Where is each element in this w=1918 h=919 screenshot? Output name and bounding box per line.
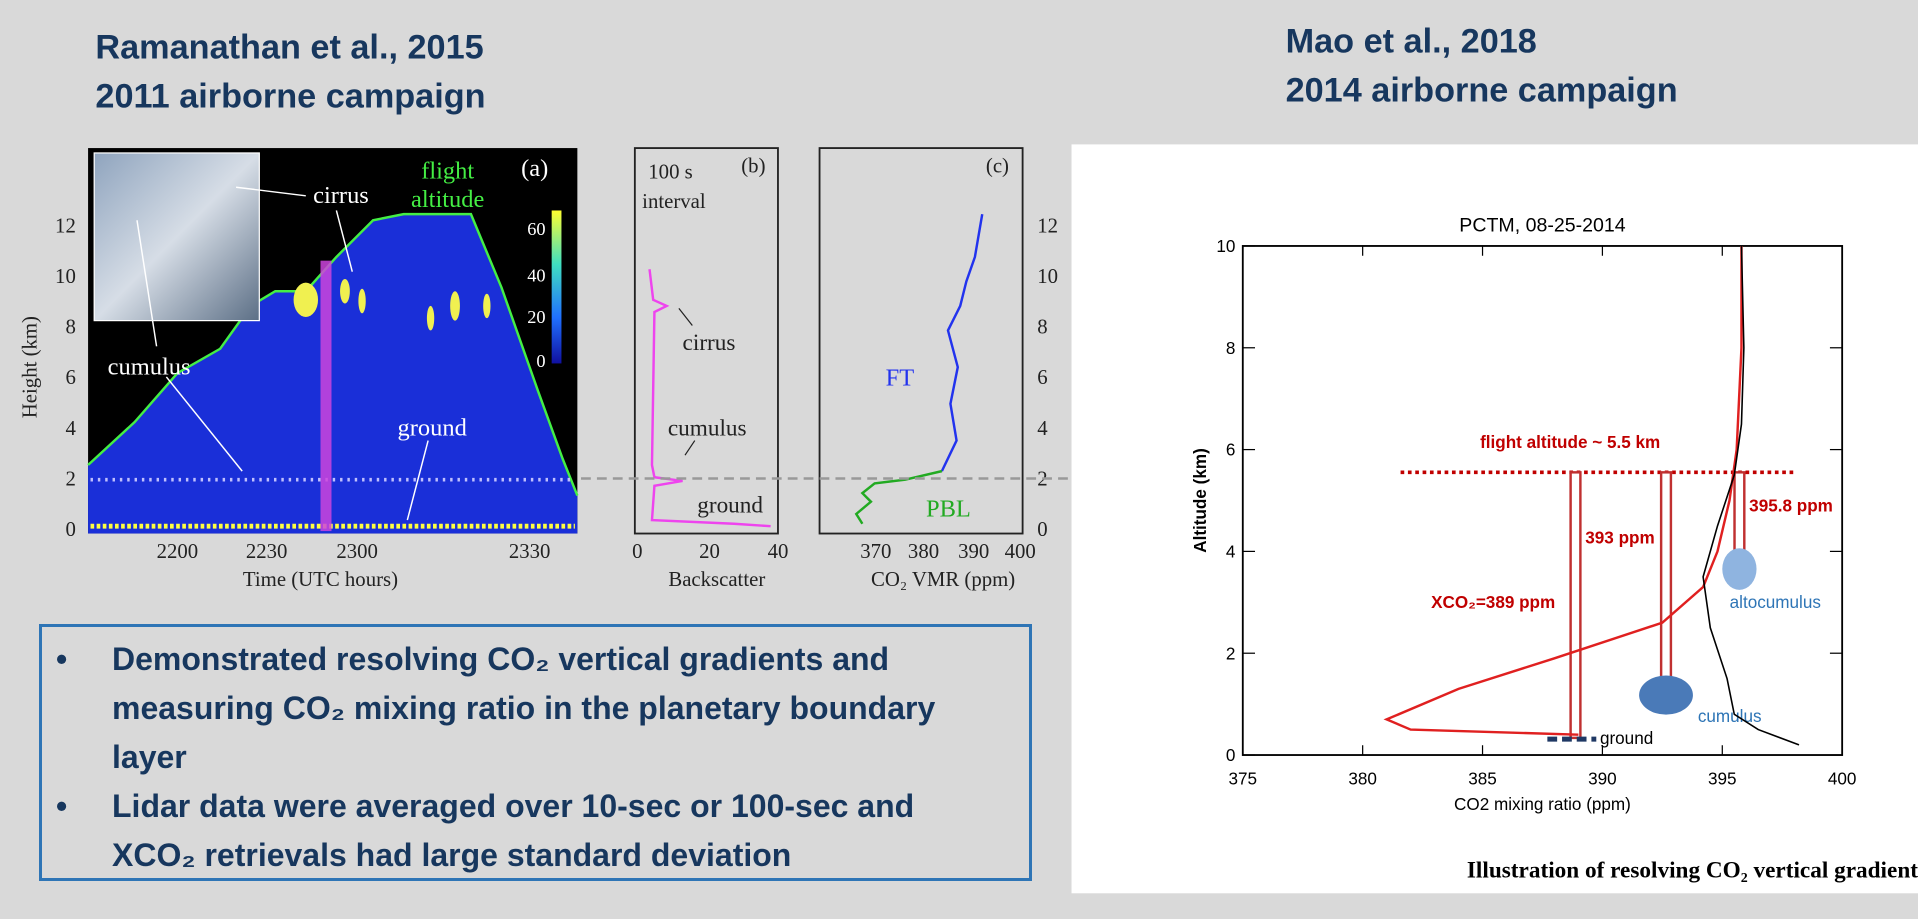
bullet: Demonstrated resolving CO₂ vertical grad… [112, 635, 989, 782]
panel-label: (c) [986, 155, 1009, 178]
x-axis-label: CO2 mixing ratio (ppm) [1454, 795, 1631, 814]
y-tick-label: 12 [1037, 214, 1058, 237]
annotation: 100 s [648, 161, 692, 184]
annotation: cumulus [668, 416, 747, 442]
left-title: 2011 airborne campaign [95, 78, 485, 116]
annotation: ground [1600, 729, 1653, 748]
annotation: FT [886, 364, 915, 391]
panel-label: (b) [741, 155, 765, 178]
annotation: altitude [411, 186, 484, 213]
y-tick-label: 2 [65, 467, 75, 490]
annotation: ground [398, 415, 467, 442]
y-tick-label: 6 [1037, 366, 1047, 389]
annotation: flight altitude ~ 5.5 km [1480, 433, 1660, 452]
panel-label: (a) [521, 155, 548, 182]
colorbar-tick: 40 [527, 265, 545, 285]
backscatter-profile [650, 269, 771, 526]
x-tick-label: 395 [1708, 769, 1737, 788]
xco2-column [1571, 472, 1581, 738]
x-tick-label: 380 [908, 540, 939, 563]
x-tick-label: 390 [958, 540, 989, 563]
y-tick-label: 4 [1226, 543, 1236, 562]
annotation: cumulus [1698, 707, 1762, 726]
x-tick-label: 390 [1588, 769, 1617, 788]
y-axis-label: Height (km) [19, 316, 42, 418]
panel-a: flight altitude (a) cirrus cumulus groun… [19, 148, 1104, 591]
y-tick-label: 4 [1037, 417, 1048, 440]
bullet: Lidar data were averaged over 10-sec or … [112, 782, 989, 880]
annotation: cumulus [108, 353, 191, 380]
right-title: Mao et al., 2018 [1286, 23, 1537, 61]
x-tick-label: 385 [1468, 769, 1497, 788]
annotation: 395.8 ppm [1749, 497, 1833, 516]
x-tick-label: 375 [1229, 769, 1258, 788]
left-title: Ramanathan et al., 2015 [95, 29, 483, 67]
cloud [1722, 548, 1756, 590]
panel-b: 100 s interval (b) cirrus cumulus ground… [632, 148, 788, 591]
annotation: XCO₂=389 ppm [1431, 593, 1555, 612]
colorbar-tick: 20 [527, 307, 545, 327]
x-axis-label: CO₂ VMR (ppm) [871, 568, 1015, 591]
y-tick-label: 4 [65, 417, 76, 440]
highlight-bar [320, 261, 331, 531]
x-tick-label: 2200 [157, 540, 199, 563]
annotation: flight [421, 158, 474, 185]
chart-title: PCTM, 08-25-2014 [1459, 214, 1625, 236]
xco2-column [1661, 472, 1671, 679]
colorbar [552, 210, 562, 363]
x-tick-label: 0 [632, 540, 642, 563]
y-tick-label: 0 [1037, 518, 1047, 541]
y-tick-label: 6 [1226, 441, 1236, 460]
right-title: 2014 airborne campaign [1286, 72, 1678, 110]
y-tick-label: 0 [1226, 746, 1236, 765]
x-tick-label: 400 [1005, 540, 1036, 563]
y-tick-label: 0 [65, 518, 75, 541]
x-tick-label: 2230 [246, 540, 288, 563]
y-tick-label: 12 [55, 214, 76, 237]
annotation: 393 ppm [1585, 528, 1654, 547]
annotation: ground [697, 493, 763, 519]
y-axis-label: Altitude (km) [1191, 448, 1210, 553]
panel-c: (c) FT PBL 370 380 390 400 CO₂ VMR (ppm) [820, 148, 1036, 591]
x-axis-label: Backscatter [668, 568, 765, 591]
y-tick-label: 2 [1226, 644, 1236, 663]
x-axis-label: Time (UTC hours) [243, 568, 398, 591]
annotation: PBL [926, 495, 971, 522]
inset-photo [94, 153, 259, 321]
x-tick-label: 370 [860, 540, 891, 563]
annotation: interval [642, 190, 706, 213]
annotation: cirrus [683, 330, 736, 356]
ft-profile [942, 214, 982, 471]
colorbar-tick: 0 [536, 351, 545, 371]
x-tick-label: 400 [1828, 769, 1857, 788]
y-tick-label: 10 [1037, 265, 1058, 288]
y-tick-label: 10 [1216, 237, 1235, 256]
annotation: altocumulus [1730, 593, 1821, 612]
y-tick-label: 8 [1037, 316, 1047, 339]
bullet-box: Demonstrated resolving CO₂ vertical grad… [39, 624, 1032, 881]
xco2-column [1735, 472, 1745, 553]
x-tick-label: 2300 [336, 540, 378, 563]
x-tick-label: 2330 [509, 540, 551, 563]
annotation: cirrus [313, 182, 369, 209]
y-tick-label: 8 [1226, 339, 1236, 358]
x-tick-label: 380 [1348, 769, 1377, 788]
y-tick-label: 8 [65, 316, 75, 339]
cloud [1639, 675, 1693, 714]
caption: Illustration of resolving CO₂ vertical g… [1467, 857, 1918, 883]
y-tick-label: 10 [55, 265, 76, 288]
colorbar-tick: 60 [527, 219, 545, 239]
y-tick-label: 6 [65, 366, 75, 389]
x-tick-label: 20 [699, 540, 720, 563]
x-tick-label: 40 [768, 540, 789, 563]
page: {"header":{"left_title":["Ramanathan et … [0, 0, 1918, 919]
